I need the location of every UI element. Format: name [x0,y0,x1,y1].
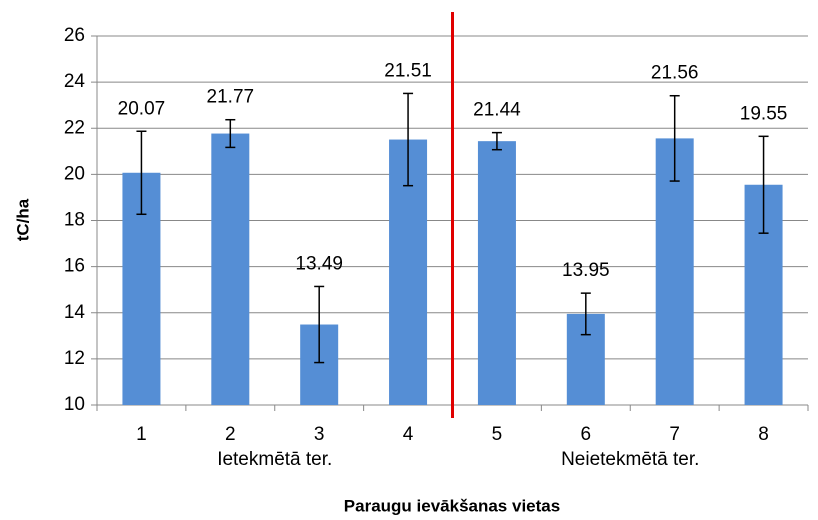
data-label: 21.44 [473,100,521,121]
data-label: 13.95 [562,260,610,281]
y-tick-label: 18 [64,210,85,231]
y-axis-title: tC/ha [13,198,32,241]
data-label: 19.55 [740,103,788,124]
y-tick-label: 16 [64,256,85,277]
data-label: 21.56 [651,63,699,84]
data-label: 21.51 [384,60,432,81]
bar [477,141,516,406]
y-tick-label: 10 [64,394,85,415]
x-tick-label: 8 [758,424,769,445]
data-label: 20.07 [118,98,166,119]
y-tick-label: 22 [64,117,85,138]
y-tick-label: 12 [64,348,85,369]
x-tick-label: 7 [669,424,680,445]
x-axis-title: Paraugu ievākšanas vietas [344,496,560,515]
group-label: Neietekmētā ter. [561,449,699,470]
y-tick-label: 26 [64,25,85,46]
bar [655,138,694,405]
group-label: Ietekmētā ter. [217,449,332,470]
y-tick-label: 24 [64,71,86,92]
y-tick-label: 20 [64,163,85,184]
bar [211,133,250,405]
y-tick-label: 14 [64,302,86,323]
x-tick-label: 5 [492,424,503,445]
x-tick-label: 2 [225,424,236,445]
x-tick-label: 1 [136,424,147,445]
data-label: 21.77 [207,87,255,108]
data-label: 13.49 [295,253,343,274]
x-tick-label: 3 [314,424,325,445]
x-tick-label: 6 [581,424,592,445]
x-tick-label: 4 [403,424,414,445]
